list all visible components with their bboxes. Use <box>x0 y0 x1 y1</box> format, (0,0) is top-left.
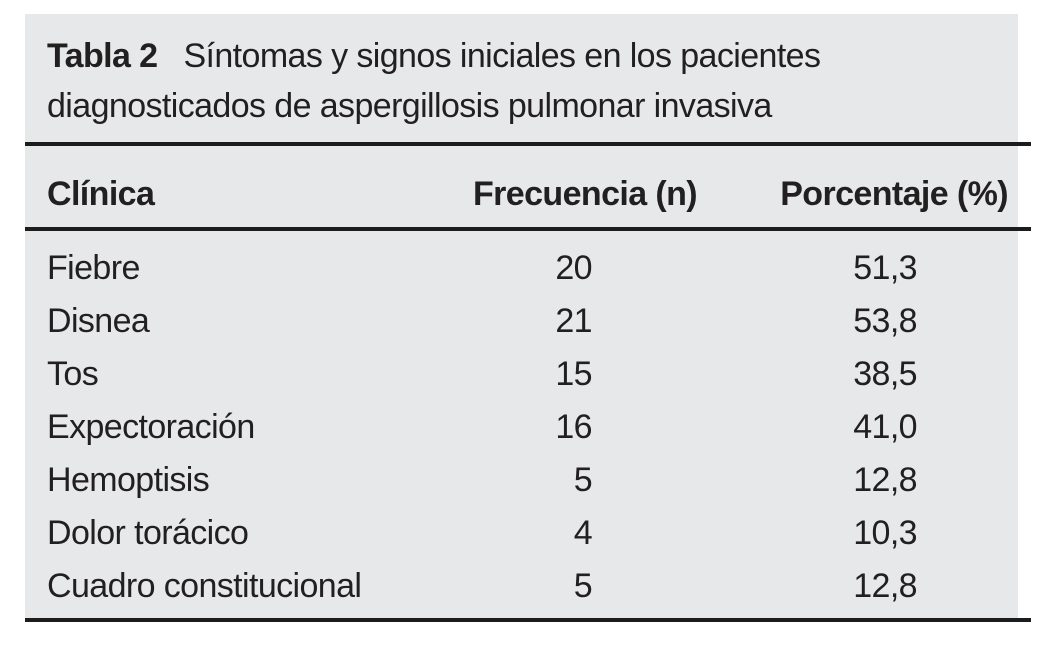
table-row: Cuadro constitucional 5 12,8 <box>47 560 1008 613</box>
column-header-frecuencia: Frecuencia (n) <box>473 175 698 213</box>
cell-porcentaje: 12,8 <box>853 461 917 499</box>
cell-clinica: Hemoptisis <box>47 461 210 499</box>
title-divider <box>25 142 1031 146</box>
cell-clinica: Fiebre <box>47 249 140 287</box>
cell-porcentaje: 38,5 <box>853 355 917 393</box>
column-header-porcentaje: Porcentaje (%) <box>780 175 1008 213</box>
table-panel: Tabla 2 Síntomas y signos iniciales en lo… <box>25 14 1031 622</box>
table-caption: Tabla 2 Síntomas y signos iniciales en lo… <box>47 14 1008 142</box>
cell-porcentaje: 10,3 <box>853 514 917 552</box>
column-header-clinica: Clínica <box>47 175 155 213</box>
cell-frecuencia: 20 <box>555 249 592 287</box>
table-row: Expectoración 16 41,0 <box>47 401 1008 454</box>
table-row: Tos 15 38,5 <box>47 348 1008 401</box>
table-row: Dolor torácico 4 10,3 <box>47 507 1008 560</box>
table-header-row: Clínica Frecuencia (n) Porcentaje (%) <box>47 142 1009 227</box>
cell-frecuencia: 5 <box>573 567 593 605</box>
table-row: Disnea 21 53,8 <box>47 295 1008 348</box>
table-row: Fiebre 20 51,3 <box>47 242 1008 295</box>
cell-porcentaje: 41,0 <box>853 408 917 446</box>
caption-label: Tabla 2 <box>47 37 158 75</box>
caption-title-text: Síntomas y signos iniciales en los pacie… <box>183 37 821 75</box>
cell-frecuencia: 4 <box>573 514 593 552</box>
cell-clinica: Expectoración <box>47 408 255 446</box>
bottom-divider <box>25 618 1031 622</box>
caption-line-2: diagnosticados de aspergillosis pulmonar… <box>47 87 772 125</box>
cell-frecuencia: 5 <box>573 461 593 499</box>
cell-frecuencia: 16 <box>555 408 592 446</box>
cell-porcentaje: 51,3 <box>853 249 917 287</box>
cell-clinica: Disnea <box>47 302 150 340</box>
caption-line-1: Tabla 2 Síntomas y signos iniciales en lo… <box>47 31 1008 81</box>
table-row: Hemoptisis 5 12,8 <box>47 454 1008 507</box>
cell-porcentaje: 53,8 <box>853 302 917 340</box>
cell-clinica: Dolor torácico <box>47 514 249 552</box>
cell-clinica: Cuadro constitucional <box>47 567 362 605</box>
cell-porcentaje: 12,8 <box>853 567 917 605</box>
cell-frecuencia: 15 <box>555 355 592 393</box>
cell-clinica: Tos <box>47 355 99 393</box>
cell-frecuencia: 21 <box>555 302 592 340</box>
table-body: Fiebre 20 51,3 Disnea 21 53,8 Tos 15 38,… <box>47 242 1008 613</box>
header-divider <box>25 227 1031 231</box>
